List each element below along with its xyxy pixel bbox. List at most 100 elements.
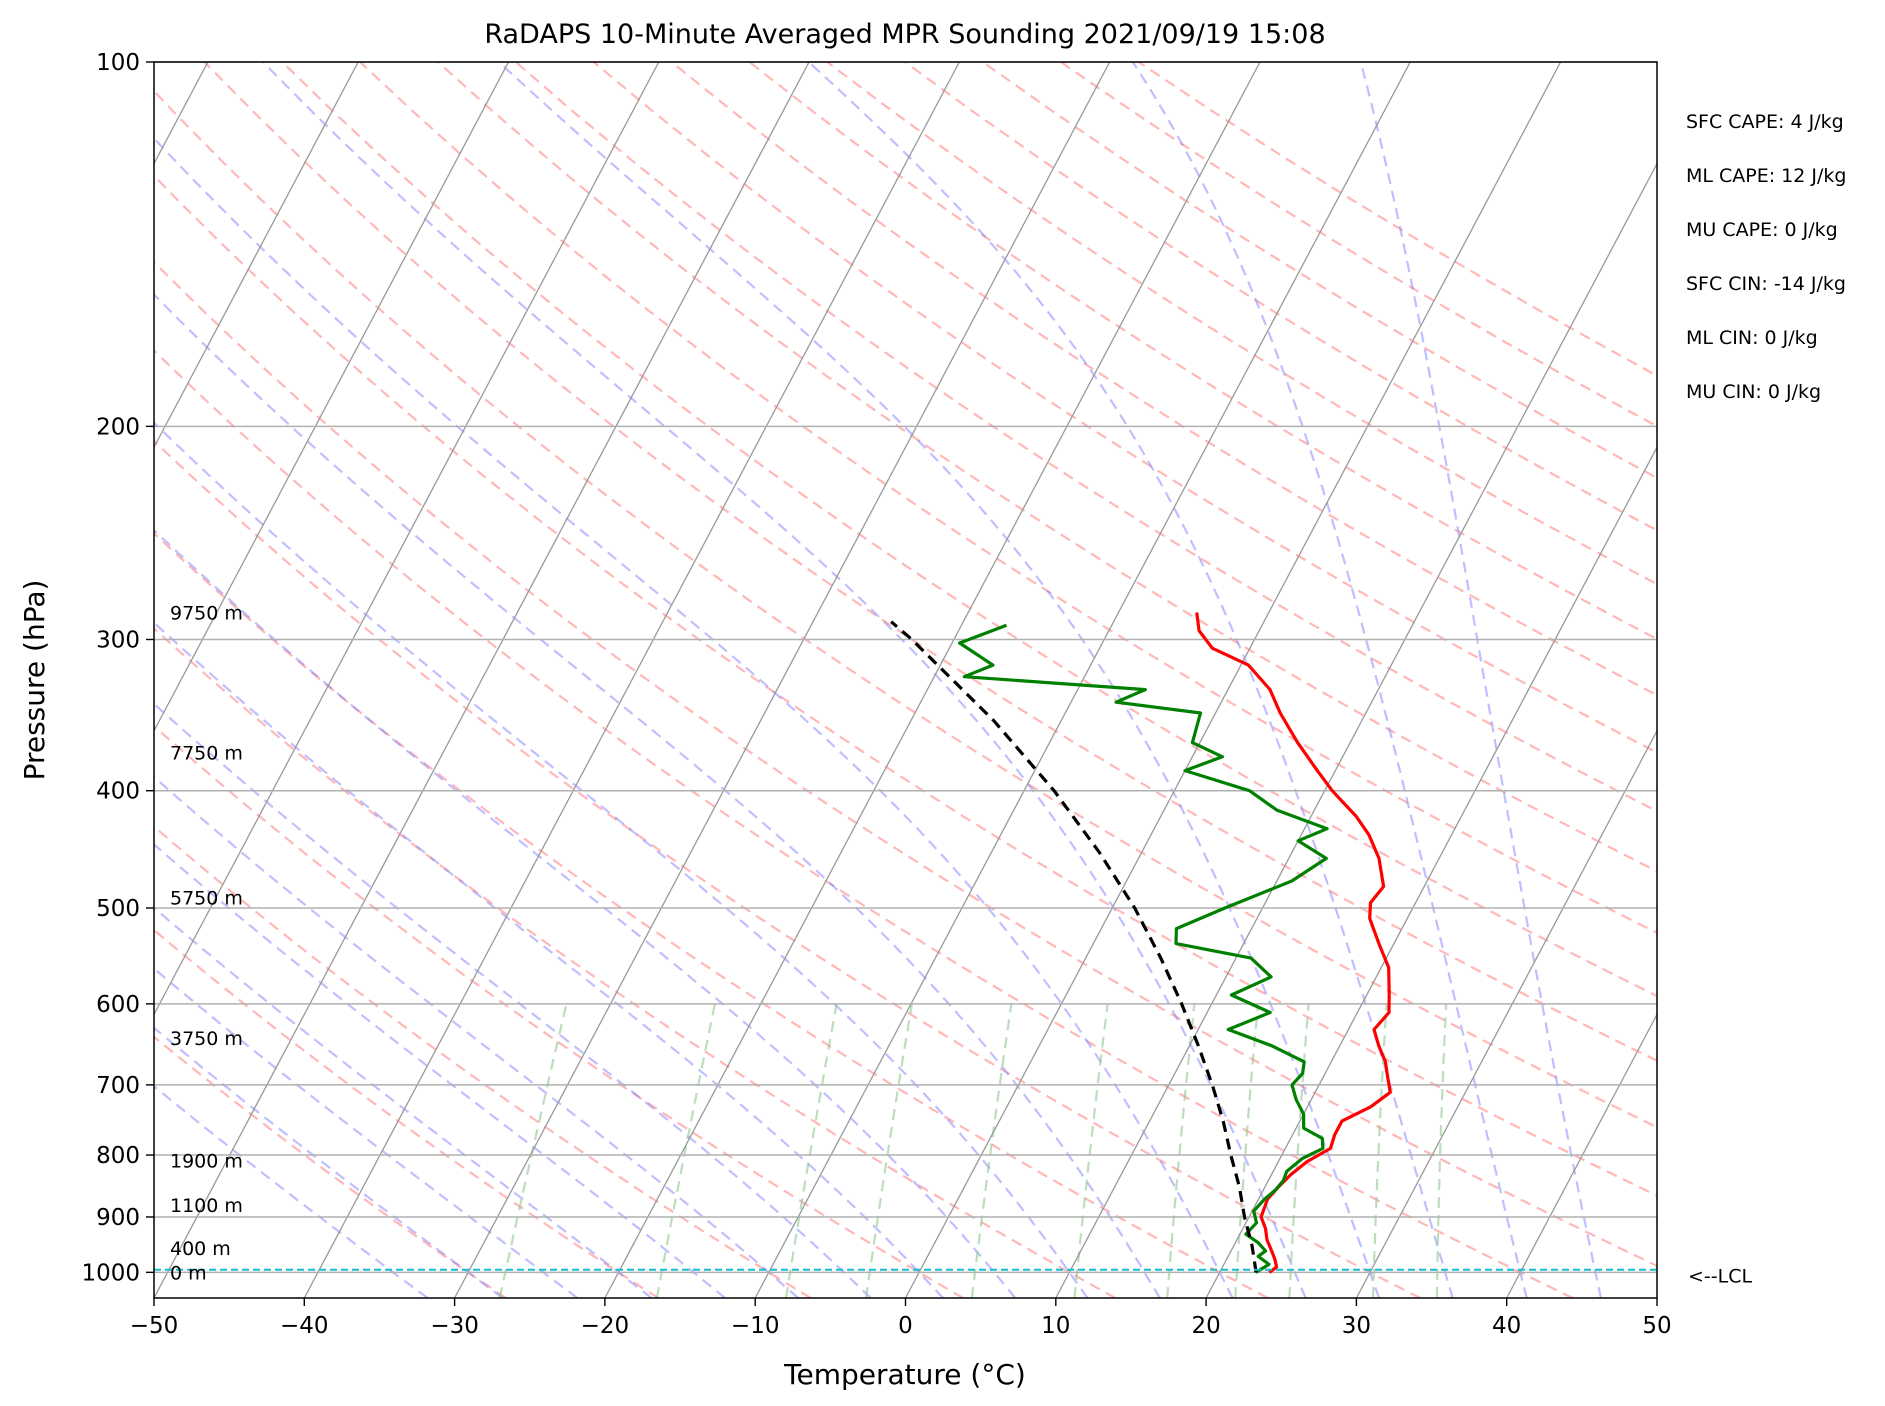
x-tick-label: 30 — [1342, 1313, 1371, 1339]
stat-label: ML CAPE: 12 J/kg — [1686, 165, 1846, 187]
stat-label: MU CIN: 0 J/kg — [1686, 381, 1821, 403]
dry-adiabat — [154, 626, 1117, 1298]
stat-label: SFC CAPE: 4 J/kg — [1686, 111, 1844, 133]
moist-adiabat — [807, 62, 1454, 1298]
y-tick-label: 400 — [96, 779, 140, 805]
dry-adiabat — [904, 62, 1657, 532]
chart-title: RaDAPS 10-Minute Averaged MPR Sounding 2… — [484, 19, 1325, 50]
x-tick-label: −40 — [280, 1313, 329, 1339]
series-line-3 — [890, 620, 1258, 1273]
y-tick-label: 800 — [96, 1143, 140, 1169]
moist-adiabat — [1359, 62, 1603, 1298]
x-tick-label: −10 — [731, 1313, 780, 1339]
mixing-ratio-line — [970, 1003, 1013, 1298]
dry-adiabat — [154, 1035, 507, 1298]
mixing-ratio-line — [864, 1003, 913, 1298]
series-line-2 — [958, 623, 1329, 1274]
isotherm-line — [1205, 445, 1657, 1298]
moist-adiabat — [262, 62, 1307, 1298]
x-tick-label: 50 — [1642, 1313, 1671, 1339]
moist-adiabat — [154, 1026, 504, 1298]
dry-adiabat — [154, 928, 659, 1298]
isotherm-line — [1055, 162, 1657, 1298]
grid-lines — [154, 61, 1657, 1274]
isotherm-line — [1506, 1013, 1657, 1298]
stat-label: SFC CIN: -14 J/kg — [1686, 273, 1846, 295]
height-label: 400 m — [170, 1238, 231, 1260]
dry-adiabat — [670, 62, 1657, 697]
dry-adiabat — [826, 62, 1657, 586]
moist-adiabat — [154, 967, 579, 1298]
dry-adiabat — [592, 62, 1657, 754]
height-label: 9750 m — [170, 603, 243, 625]
dry-adiabat — [154, 174, 1657, 1197]
y-tick-label: 100 — [96, 50, 140, 76]
mixing-ratio-line — [1234, 1003, 1260, 1298]
isotherm-line — [154, 62, 510, 733]
height-label: 5750 m — [170, 887, 243, 909]
x-tick-label: 20 — [1191, 1313, 1220, 1339]
y-tick-label: 700 — [96, 1073, 140, 1099]
dry-adiabat — [982, 62, 1657, 480]
isotherm-line — [154, 62, 660, 1016]
x-tick-label: 40 — [1492, 1313, 1521, 1339]
moist-adiabat — [154, 1084, 429, 1298]
mixing-ratio-line — [784, 1003, 838, 1298]
height-label: 1100 m — [170, 1195, 243, 1217]
mixing-ratio-line — [498, 1003, 568, 1298]
mixing-ratio-line — [1371, 1003, 1388, 1298]
moist-adiabat — [154, 842, 726, 1298]
series-line-1 — [1195, 612, 1392, 1274]
y-tick-label: 200 — [96, 414, 140, 440]
y-tick-label: 900 — [96, 1205, 140, 1231]
y-axis-label: Pressure (hPa) — [18, 580, 51, 781]
moist-adiabat — [154, 421, 1089, 1298]
dry-adiabat — [154, 260, 1657, 1268]
moist-adiabat — [154, 702, 872, 1298]
x-tick-label: 10 — [1041, 1313, 1070, 1339]
y-tick-label: 1000 — [81, 1260, 140, 1286]
moist-adiabat — [154, 136, 1234, 1298]
dry-adiabat — [154, 531, 1269, 1298]
height-label: 1900 m — [170, 1150, 243, 1172]
mixing-ratio-line — [1435, 1003, 1448, 1298]
x-tick-label: 0 — [898, 1313, 913, 1339]
isotherm-line — [1355, 729, 1657, 1298]
moist-adiabat — [154, 621, 944, 1298]
moist-adiabat — [154, 293, 1161, 1298]
dry-adiabat — [203, 62, 1657, 1062]
dry-adiabat — [1137, 62, 1657, 377]
y-tick-label: 600 — [96, 992, 140, 1018]
isotherm-line — [154, 62, 359, 449]
dry-adiabat — [154, 724, 964, 1298]
moist-adiabat — [154, 775, 799, 1298]
dry-adiabat — [281, 62, 1657, 998]
stats-panel: SFC CAPE: 4 J/kg ML CAPE: 12 J/kg MU CAPE:… — [1686, 111, 1846, 403]
x-tick-label: −50 — [130, 1313, 179, 1339]
x-tick-label: −30 — [430, 1313, 479, 1339]
x-axis: −50 −40 −30 −20 −10 0 10 20 30 40 50 — [130, 1298, 1672, 1339]
isotherm-line — [303, 62, 960, 1298]
isotherm-line — [604, 62, 1261, 1298]
stat-label: ML CIN: 0 J/kg — [1686, 327, 1818, 349]
moist-adiabat — [154, 906, 653, 1298]
lcl-label: <--LCL — [1688, 1266, 1752, 1288]
isotherm-line — [754, 62, 1411, 1298]
isotherm-line — [904, 62, 1562, 1298]
mixing-ratio-line — [1073, 1003, 1109, 1298]
x-tick-label: −20 — [581, 1313, 630, 1339]
y-axis: 100 200 300 400 500 600 700 800 900 1000 — [81, 50, 154, 1286]
mixing-ratio-line — [655, 1003, 716, 1298]
moist-adiabat — [1131, 62, 1528, 1298]
isotherm-line — [154, 62, 810, 1298]
y-tick-label: 500 — [96, 896, 140, 922]
isotherm-line — [454, 62, 1111, 1298]
isotherm-line — [1656, 1296, 1657, 1298]
x-axis-label: Temperature (°C) — [783, 1358, 1026, 1391]
dry-adiabat — [154, 348, 1574, 1298]
mixing-ratio-line — [1166, 1003, 1196, 1298]
dry-adiabat — [748, 62, 1657, 641]
dry-adiabat — [515, 62, 1657, 813]
